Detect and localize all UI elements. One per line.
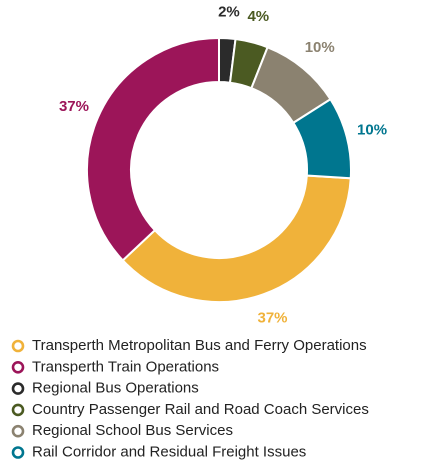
- legend-marker: [11, 360, 25, 374]
- slice: [121, 174, 352, 303]
- legend-marker: [11, 339, 25, 353]
- legend-label: Transperth Metropolitan Bus and Ferry Op…: [32, 337, 367, 354]
- slice: [291, 97, 352, 180]
- slice: [86, 36, 220, 262]
- legend-label: Country Passenger Rail and Road Coach Se…: [32, 401, 369, 418]
- value-label: 10%: [357, 122, 387, 139]
- legend-marker: [11, 424, 25, 438]
- legend-label: Transperth Train Operations: [32, 358, 219, 375]
- legend-label: Rail Corridor and Residual Freight Issue…: [32, 443, 306, 460]
- value-label: 4%: [247, 8, 269, 25]
- legend-marker: [11, 403, 25, 417]
- legend-label: Regional Bus Operations: [32, 380, 199, 397]
- value-label: 2%: [218, 3, 240, 20]
- legend-label: Regional School Bus Services: [32, 422, 233, 439]
- legend-marker: [11, 382, 25, 395]
- value-label: 10%: [305, 39, 335, 56]
- value-label: 37%: [59, 98, 89, 115]
- legend-marker: [11, 446, 25, 459]
- value-label: 37%: [258, 310, 288, 327]
